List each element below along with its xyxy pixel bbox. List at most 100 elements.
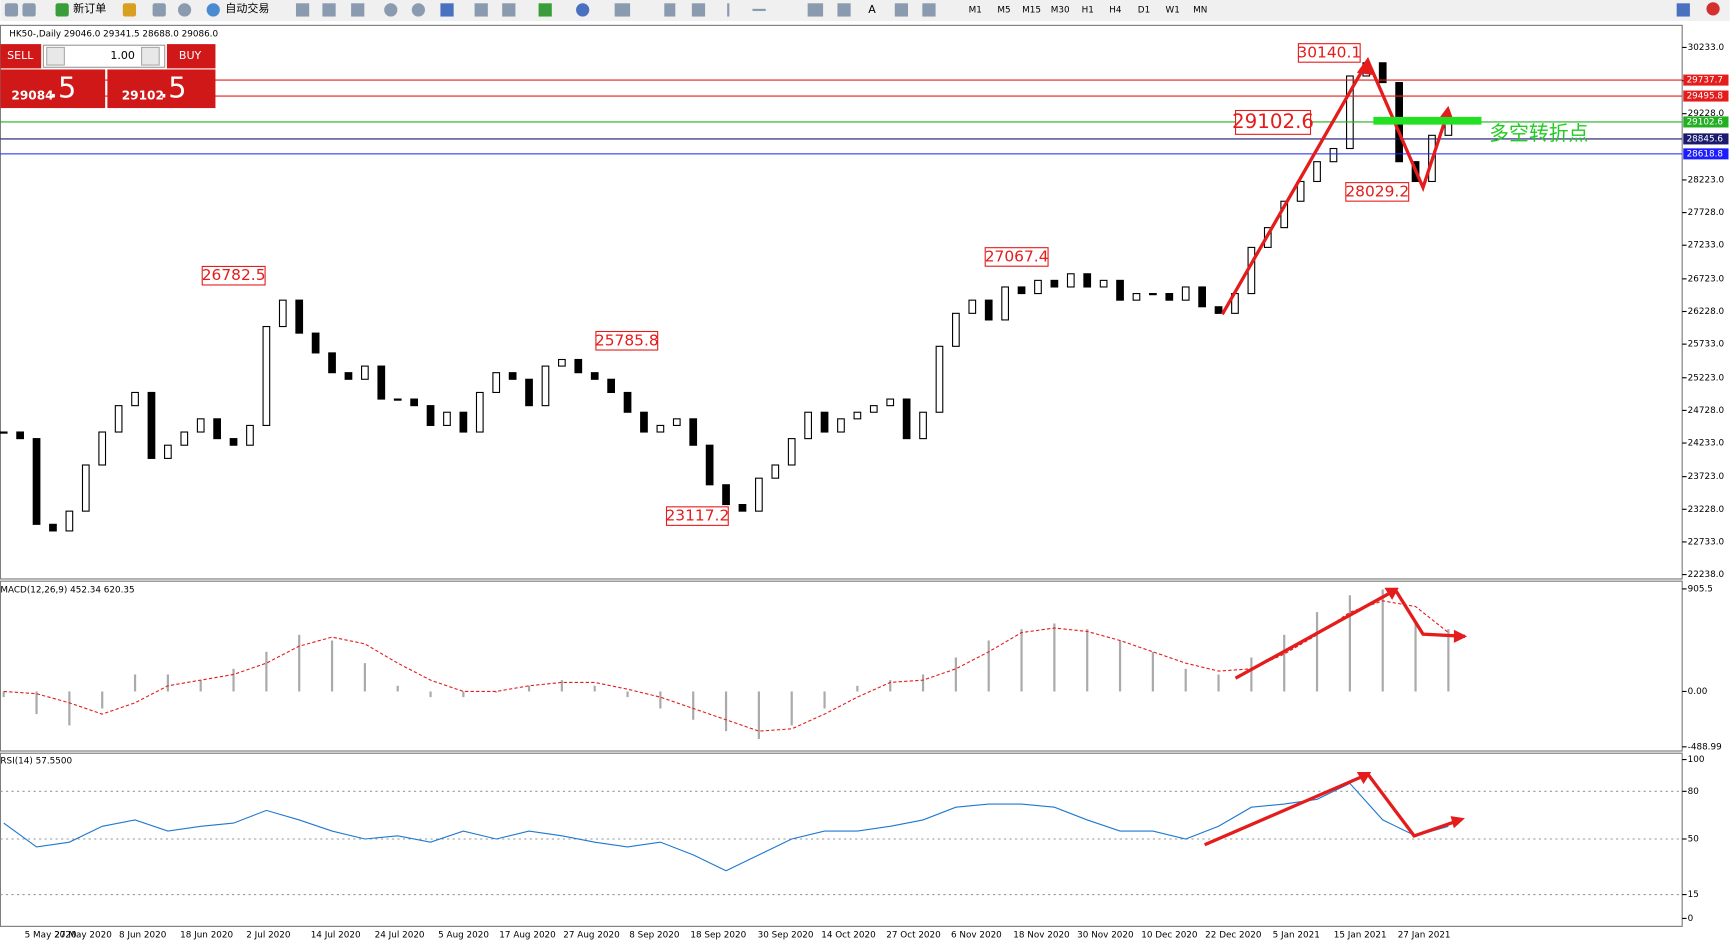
timeframe-button[interactable]: M15 bbox=[1022, 5, 1041, 15]
timeframe-button[interactable]: M30 bbox=[1051, 5, 1070, 15]
y-tick-label: 25733.0 bbox=[1688, 340, 1725, 350]
volume-value[interactable]: 1.00 bbox=[110, 49, 135, 62]
icon[interactable] bbox=[837, 3, 851, 17]
candle bbox=[180, 431, 189, 446]
candle bbox=[590, 372, 599, 380]
icon[interactable] bbox=[351, 3, 365, 17]
main-chart-panel bbox=[0, 24, 1683, 580]
icon[interactable] bbox=[807, 3, 824, 17]
buy-price-pips: .5 bbox=[159, 70, 186, 104]
arrow-head bbox=[1453, 629, 1468, 643]
toolbar-button-label[interactable]: 新订单 bbox=[73, 1, 106, 15]
timeframe-button[interactable]: W1 bbox=[1166, 5, 1180, 15]
timeframe-button[interactable]: MN bbox=[1193, 5, 1207, 15]
candle bbox=[952, 312, 960, 347]
icon[interactable] bbox=[55, 3, 69, 17]
date-label: 27 Jan 2021 bbox=[1398, 931, 1451, 941]
candle bbox=[1378, 62, 1387, 84]
buy-price-box[interactable] bbox=[107, 69, 216, 109]
annotation-box bbox=[1234, 109, 1312, 135]
icon[interactable] bbox=[474, 3, 488, 17]
timeframe-button[interactable]: D1 bbox=[1138, 5, 1150, 15]
y-tick-label: 22238.0 bbox=[1688, 570, 1725, 580]
candle bbox=[1329, 147, 1338, 163]
toolbar-icons bbox=[4, 2, 1720, 17]
volume-input[interactable] bbox=[42, 44, 166, 68]
buy-label[interactable]: BUY bbox=[179, 49, 202, 62]
date-label: 2 Jul 2020 bbox=[246, 931, 291, 941]
icon[interactable] bbox=[177, 3, 192, 17]
timeframe-button[interactable]: M1 bbox=[969, 5, 982, 15]
candle bbox=[869, 405, 878, 413]
date-label: 5 Jan 2021 bbox=[1273, 931, 1320, 941]
price-level-label: 28618.8 bbox=[1687, 149, 1723, 159]
candle bbox=[1034, 279, 1042, 295]
candle bbox=[213, 418, 221, 440]
volume-up[interactable] bbox=[141, 46, 160, 66]
icon[interactable] bbox=[295, 3, 310, 17]
candle bbox=[114, 405, 123, 433]
volume-down[interactable] bbox=[46, 46, 65, 66]
icon[interactable] bbox=[727, 3, 730, 17]
sell-button[interactable] bbox=[0, 44, 42, 69]
icon[interactable] bbox=[411, 3, 425, 17]
icon[interactable] bbox=[691, 3, 706, 17]
icon[interactable] bbox=[152, 3, 166, 17]
icon[interactable] bbox=[206, 3, 220, 17]
icon[interactable] bbox=[922, 3, 936, 17]
candle bbox=[771, 464, 780, 479]
icon[interactable] bbox=[322, 3, 336, 17]
candle bbox=[459, 411, 468, 433]
candle bbox=[853, 411, 862, 420]
date-label: 27 Aug 2020 bbox=[563, 931, 620, 941]
sell-label[interactable]: SELL bbox=[7, 49, 34, 62]
annotation-box bbox=[984, 247, 1049, 267]
icon[interactable] bbox=[614, 3, 631, 17]
candle bbox=[98, 431, 107, 466]
annotation-label: 25785.8 bbox=[595, 331, 659, 349]
buy-button[interactable] bbox=[166, 44, 216, 69]
candle bbox=[1099, 279, 1108, 288]
timeframe-button[interactable]: H4 bbox=[1109, 5, 1122, 15]
icon[interactable] bbox=[894, 3, 909, 17]
candle bbox=[475, 391, 484, 433]
annotation-box bbox=[1297, 43, 1361, 63]
y-tick-label: 30233.0 bbox=[1688, 43, 1725, 53]
y-tick-label: 80 bbox=[1688, 787, 1700, 797]
rsi-panel bbox=[0, 752, 1683, 927]
icon[interactable] bbox=[538, 3, 552, 17]
y-tick-label: 24233.0 bbox=[1688, 439, 1725, 449]
y-tick-label: 26228.0 bbox=[1688, 307, 1725, 317]
y-tick-label: 100 bbox=[1688, 755, 1705, 765]
icon[interactable] bbox=[122, 3, 137, 17]
icon[interactable] bbox=[22, 3, 36, 17]
candle bbox=[705, 444, 714, 486]
candle bbox=[1346, 75, 1354, 150]
sell-price-box[interactable] bbox=[0, 69, 106, 109]
y-tick-label: 28223.0 bbox=[1688, 175, 1725, 185]
candle bbox=[574, 358, 583, 374]
text-tool[interactable]: A bbox=[868, 3, 876, 16]
icon[interactable] bbox=[576, 3, 590, 17]
icon[interactable] bbox=[384, 3, 398, 17]
timeframe-button[interactable]: M5 bbox=[997, 5, 1010, 15]
panel-title: RSI(14) 57.5500 bbox=[0, 756, 72, 766]
icon[interactable] bbox=[752, 8, 766, 12]
candle bbox=[65, 510, 74, 532]
candle bbox=[1149, 293, 1157, 296]
notification-badge[interactable] bbox=[1706, 2, 1720, 16]
icon[interactable] bbox=[4, 3, 19, 17]
candle bbox=[738, 503, 747, 512]
candle bbox=[689, 418, 698, 446]
y-tick-label: 27233.0 bbox=[1688, 241, 1725, 251]
icon[interactable] bbox=[440, 3, 454, 17]
timeframe-button[interactable]: H1 bbox=[1082, 5, 1094, 15]
icon[interactable] bbox=[502, 3, 516, 17]
annotation-label: 29102.6 bbox=[1232, 110, 1314, 133]
macd-arrow bbox=[1234, 587, 1466, 680]
y-tick-label: 24728.0 bbox=[1688, 406, 1725, 416]
toolbar-button-label[interactable]: 自动交易 bbox=[225, 1, 269, 15]
date-label: 24 Jul 2020 bbox=[375, 931, 425, 941]
icon[interactable] bbox=[664, 3, 676, 17]
icon[interactable] bbox=[1676, 3, 1690, 17]
